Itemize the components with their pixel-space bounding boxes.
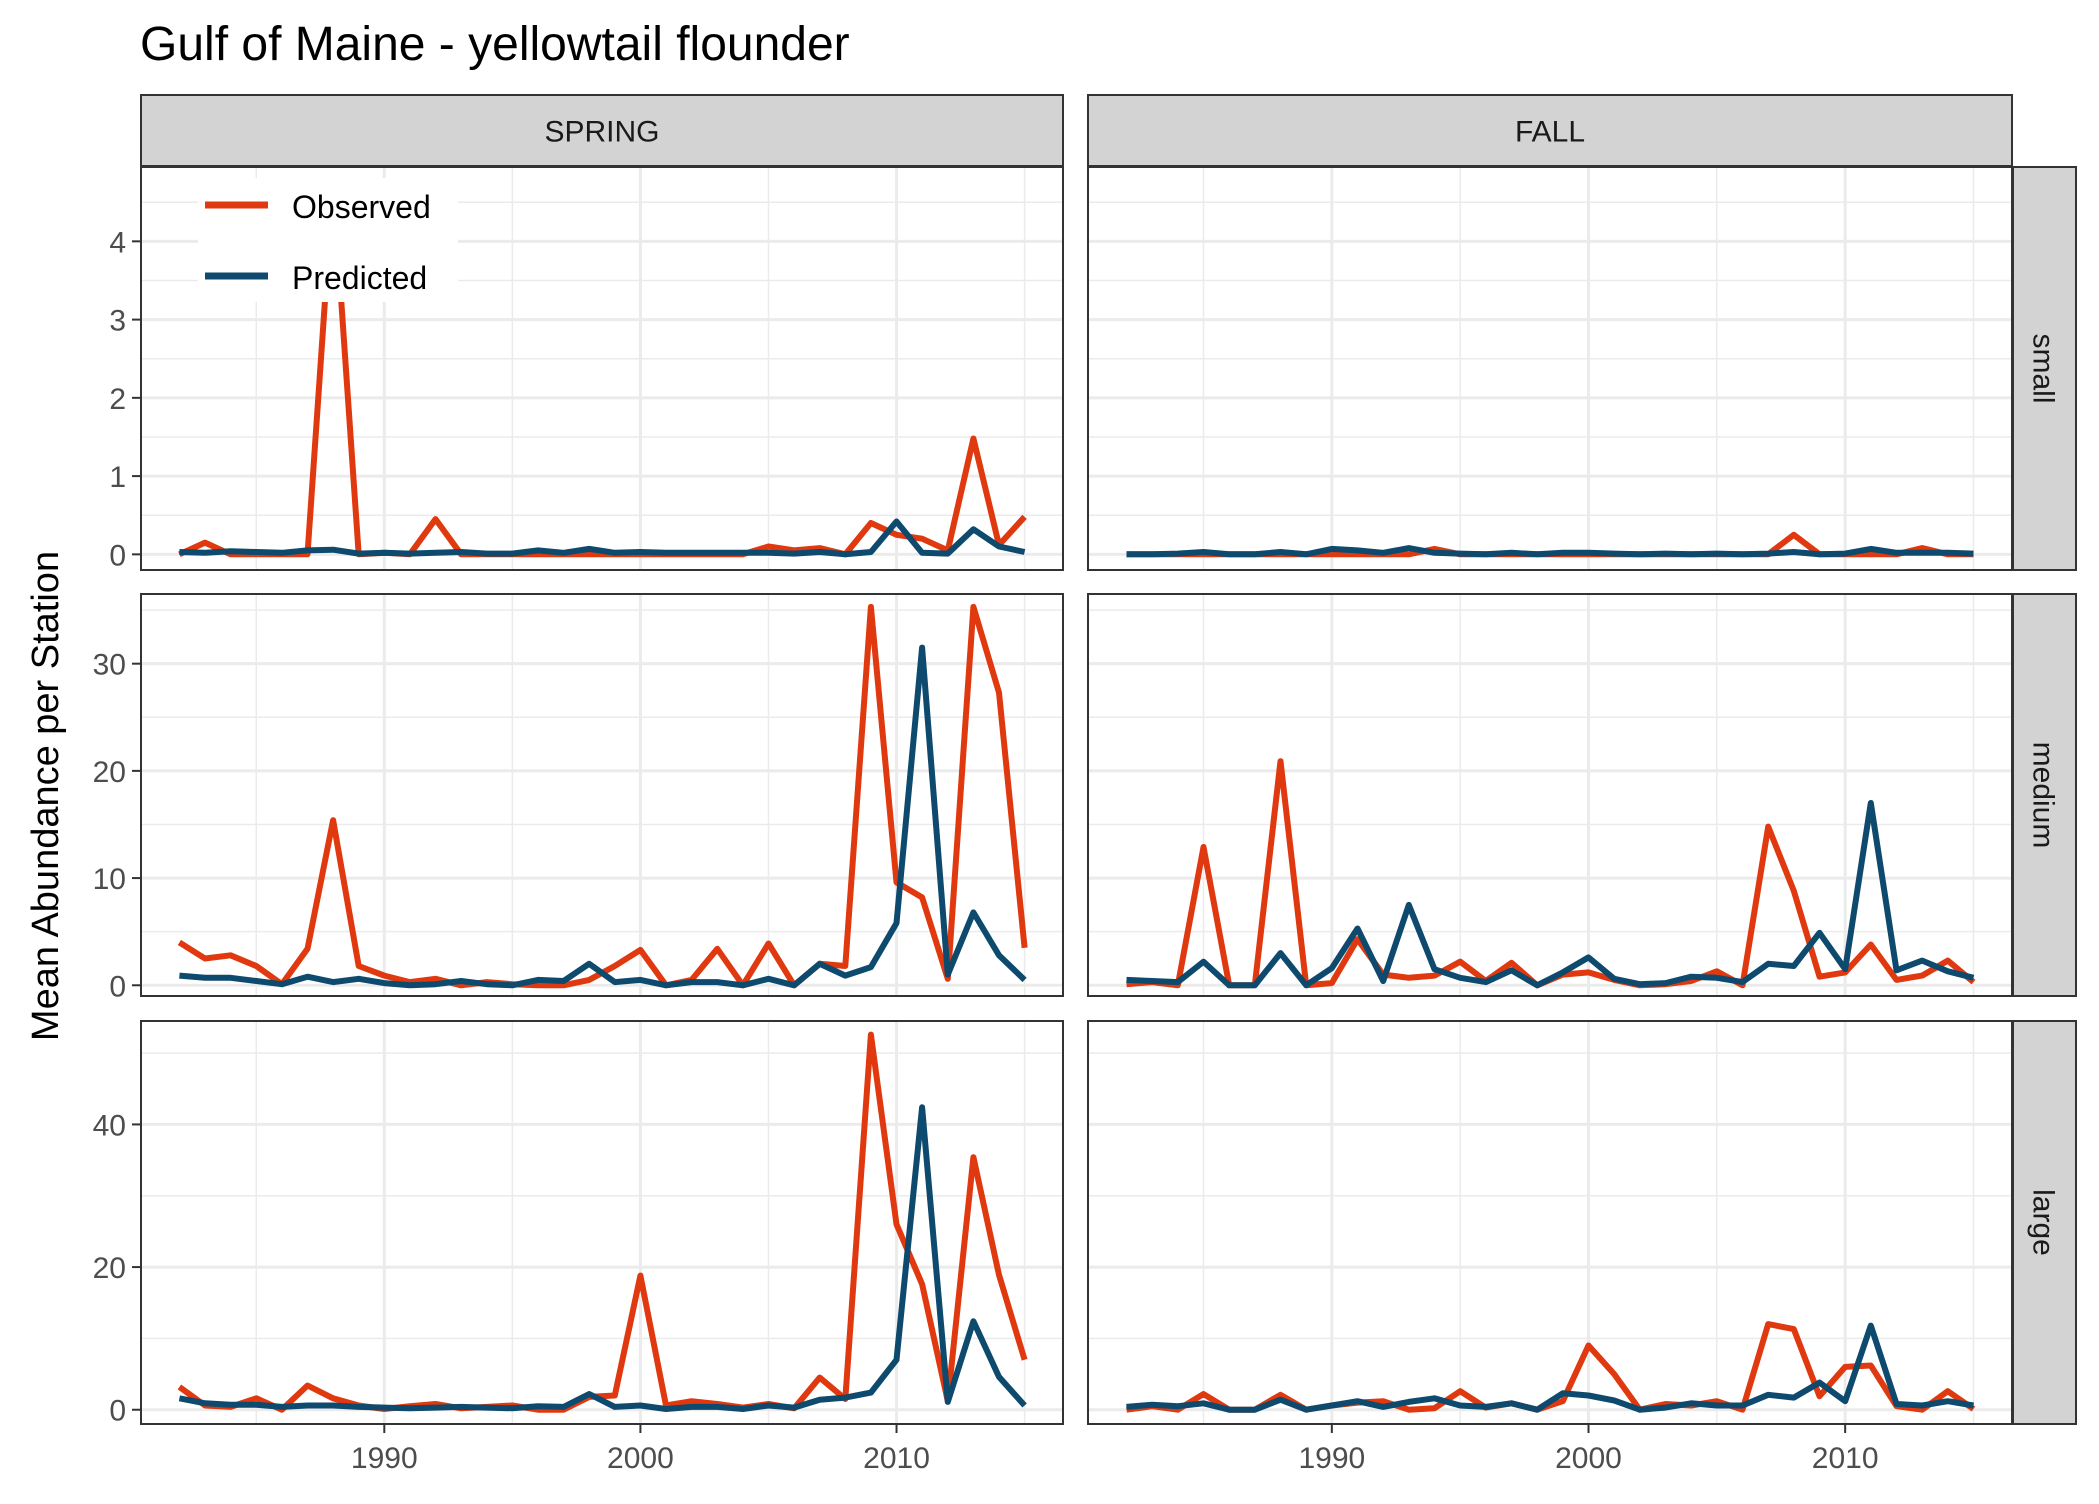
facet-strip-medium [2012,593,2077,997]
facet-label-fall: FALL [1515,116,1585,149]
x-tick-label: 2000 [607,1442,674,1475]
panels-layer: SPRING FALLsmallmediumlarge01234010203002… [93,94,2077,1475]
panel-fall-small [1087,166,2013,571]
series-line-predicted [1126,1322,1974,1413]
series-line-predicted [179,518,1026,558]
panel-fall-medium-background [1088,594,2012,996]
series-line-observed [178,179,1027,558]
x-tick-label: 1990 [351,1442,418,1475]
facet-strip-small [2012,166,2077,571]
y-tick-label-small: 3 [109,305,126,338]
panel-fall-medium [1087,593,2013,997]
facet-strip-spring [140,94,1064,167]
series-line-observed [177,1031,1028,1413]
panel-spring-medium [140,593,1064,997]
facet-label-medium: medium [2027,742,2060,849]
y-tick-label-medium: 30 [93,649,126,682]
facet-label-large: large [2027,1189,2060,1256]
y-tick-label-large: 0 [109,1395,126,1428]
legend: Observed Predicted [198,178,458,302]
y-tick-label-medium: 20 [93,756,126,789]
y-tick-label-small: 0 [109,539,126,572]
facet-label-small: small [2027,333,2060,403]
panel-spring-large-background [141,1021,1063,1424]
panel-fall-large-border [1087,1020,2013,1425]
series-line-predicted [1126,800,1975,989]
panel-fall-small-border [1087,166,2013,571]
facet-strip-fall [1087,94,2013,167]
panel-fall-large [1087,1020,2013,1425]
y-axis-label: Mean Abundance per Station [25,551,67,1041]
y-tick-label-small: 1 [109,461,126,494]
y-tick-label-small: 2 [109,383,126,416]
y-tick-label-large: 40 [93,1109,126,1142]
x-tick-label: 1990 [1298,1442,1365,1475]
panel-spring-small-border [140,166,1064,571]
panel-spring-large [140,1020,1064,1425]
panel-fall-medium-border [1087,593,2013,997]
series-line-predicted [179,644,1027,989]
panel-fall-small-background [1088,167,2012,570]
legend-label-predicted: Predicted [292,260,427,296]
x-tick-label: 2000 [1555,1442,1622,1475]
panel-fall-large-background [1088,1021,2012,1424]
x-tick-label: 2010 [863,1442,930,1475]
y-tick-label-small: 4 [109,226,126,259]
series-line-predicted [178,1104,1027,1412]
series-line-predicted [1126,545,1974,558]
facet-strip-large [2012,1020,2077,1425]
x-tick-label: 2010 [1812,1442,1879,1475]
y-tick-label-medium: 10 [93,863,126,896]
y-tick-label-medium: 0 [109,970,126,1003]
panel-spring-large-border [140,1020,1064,1425]
y-tick-label-large: 20 [93,1252,126,1285]
panel-spring-medium-border [140,593,1064,997]
legend-background [198,178,458,302]
legend-label-observed: Observed [292,189,431,225]
chart-title: Gulf of Maine - yellowtail flounder [140,18,850,71]
facet-label-spring: SPRING [544,116,659,149]
